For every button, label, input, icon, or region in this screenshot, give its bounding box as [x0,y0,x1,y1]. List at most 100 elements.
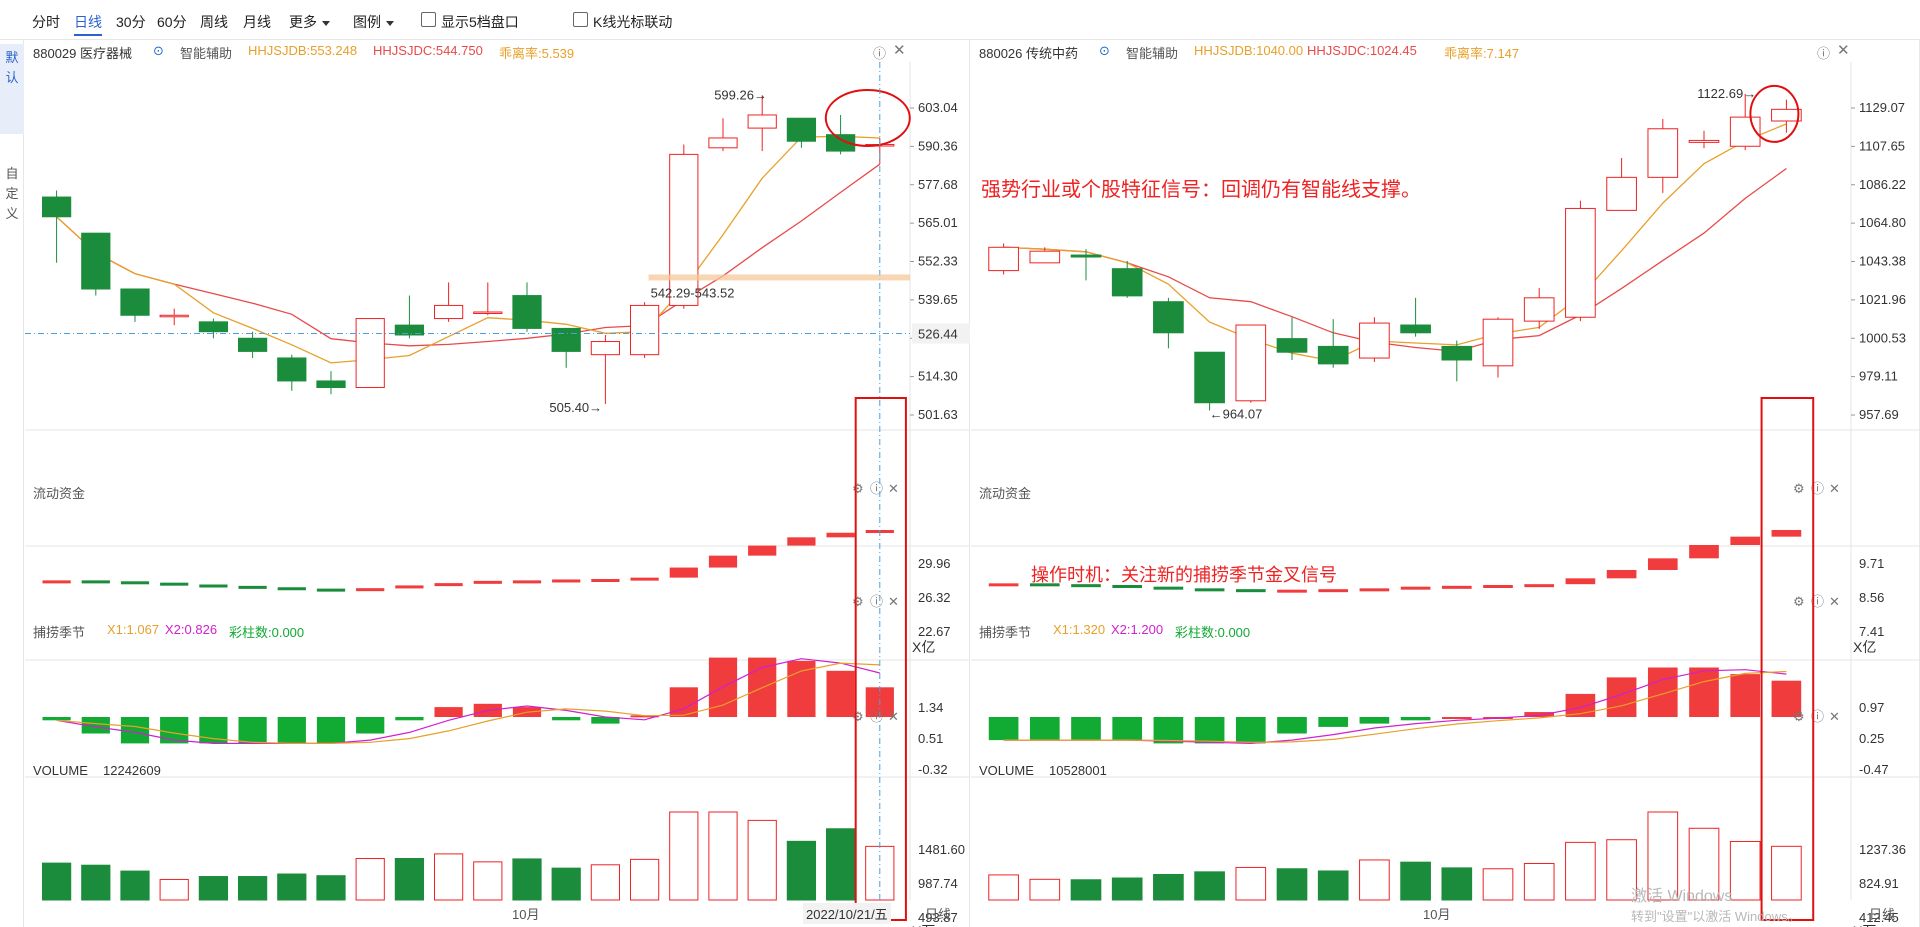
close-icon[interactable]: ✕ [893,42,906,59]
bl-bar [1029,717,1060,741]
hhjsjdb-value: HHJSJDB:1040.00 [1194,43,1304,58]
assist-label[interactable]: 智能辅助 [1126,46,1179,61]
bl-x2-value: X2:0.826 [165,622,218,637]
watermark-line2: 转到"设置"以激活 Windows。 [1631,909,1801,924]
flow-bar [1359,588,1390,592]
help-icon: ⓘ [1811,482,1824,497]
period-30min-tab[interactable]: 30分 [116,14,146,30]
bl-tick-label: 1.34 [918,700,943,715]
bl-x1-value: X1:1.320 [1053,622,1106,637]
period-minute-tab[interactable]: 分时 [32,14,60,30]
candle-body [433,304,464,320]
flow-bar [1647,558,1678,570]
assist-label[interactable]: 智能辅助 [180,46,233,61]
volume-tick-label: 1237.36 [1859,842,1906,857]
legend-dropdown[interactable]: 图例 [353,12,394,32]
flow-bar [1277,589,1307,593]
bl-bar [1318,717,1349,727]
bl-bar [434,707,463,717]
volume-bar [1317,870,1349,901]
settings-icon: ⚙ [852,595,864,610]
show-5-level-checkbox[interactable] [421,12,436,27]
deviation-value: 乖离率:7.147 [1444,46,1520,61]
flow-bar [277,587,306,591]
volume-bar [1359,859,1390,901]
custom-tab[interactable]: 自定义 [0,160,24,240]
candle-body [786,117,817,142]
annotation-timing: 操作时机：关注新的捕捞季节金叉信号 [1031,565,1337,585]
candle-body [1482,318,1514,367]
chart-panel-left[interactable]: 880029 医疗器械 ⊙ 智能辅助 HHJSJDB:553.248 HHJSJ… [25,40,970,927]
candle-body [1688,139,1720,143]
volume-bar [1688,827,1720,901]
volume-bar [1235,866,1267,901]
flow-bar [826,532,855,538]
help-icon[interactable]: ⓘ [873,46,887,61]
candle-body [41,196,72,218]
kline-cursor-link-label[interactable]: K线光标联动 [593,14,673,30]
bl-line-x1 [56,662,880,744]
candle-body [277,357,307,382]
dropdown-icon[interactable]: ⊙ [1099,43,1110,58]
cursor-date-label: 2022/10/21/五 [803,903,891,924]
volume-tick-label: 493.87 [918,910,958,925]
volume-bar [747,819,777,901]
flow-bar [552,579,581,583]
chart-panel-right[interactable]: 880026 传统中药 ⊙ 智能辅助 HHJSJDB:1040.00 HHJSJ… [971,40,1920,927]
more-dropdown[interactable]: 更多 [289,12,330,32]
candle-body [198,321,229,333]
show-5-level-label[interactable]: 显示5档盘口 [441,14,519,30]
bl-bar [826,670,855,717]
volume-bar [277,873,307,901]
more-label: 更多 [289,14,317,30]
candle-body [669,153,699,306]
volume-tick-label: 824.91 [1859,876,1899,891]
price-tick-label: 1000.53 [1859,330,1906,345]
volume-bar [1153,873,1184,901]
period-60min-tab[interactable]: 60分 [157,14,187,30]
price-tick-label: 1021.96 [1859,292,1906,307]
candle-body [988,246,1019,272]
candle-body [747,114,777,129]
dropdown-icon[interactable]: ⊙ [153,43,164,58]
flow-unit-label: X亿 [912,639,935,655]
kline-chart-left[interactable]: 603.04 590.36 577.68 565.01 552.33 539.65 526.… [25,40,970,927]
kline-chart-right[interactable]: 1129.07 1107.65 1086.22 1064.80 1043.38 1021.… [971,40,1920,927]
help-icon: ⓘ [1811,595,1824,610]
bl-bar [316,717,346,744]
bl-tick-label: 0.51 [918,731,943,746]
volume-title: VOLUME [979,763,1034,778]
flow-bar [512,580,542,584]
volume-bar [198,876,229,901]
price-tick-label: 1064.80 [1859,215,1906,230]
volume-bar [825,828,856,901]
bl-tick-label: 0.97 [1859,700,1884,715]
close-icon[interactable]: ✕ [1837,42,1850,59]
period-weekly-tab[interactable]: 周线 [200,14,228,30]
candle-body [1441,345,1473,361]
bl-bar [591,717,620,724]
period-monthly-tab[interactable]: 月线 [243,14,271,30]
kline-cursor-link-checkbox[interactable] [573,12,588,27]
stock-title: 880029 医疗器械 [33,46,132,61]
period-daily-tab[interactable]: 日线 [74,12,102,36]
flow-bar [787,537,816,546]
help-icon[interactable]: ⓘ [1817,46,1831,61]
price-tick-label: 957.69 [1859,407,1899,422]
month-label: 10月 [1423,907,1451,922]
cursor-price-box [912,323,970,344]
candle-body [1400,324,1431,334]
default-tab[interactable]: 默认 [0,44,24,134]
flow-bar [1071,584,1101,588]
volume-unit-label: X万 [912,923,935,927]
volume-bar [1029,878,1061,901]
flow-bar [81,580,110,584]
flow-bar [988,583,1019,587]
flow-tick-label: 26.32 [918,590,951,605]
candle-body [708,137,738,149]
smart-line-hhjsjdb [56,135,880,364]
volume-bar [1647,811,1679,901]
flow-bar [434,583,463,587]
volume-bar [1523,862,1555,901]
volume-value: 10528001 [1049,763,1107,778]
